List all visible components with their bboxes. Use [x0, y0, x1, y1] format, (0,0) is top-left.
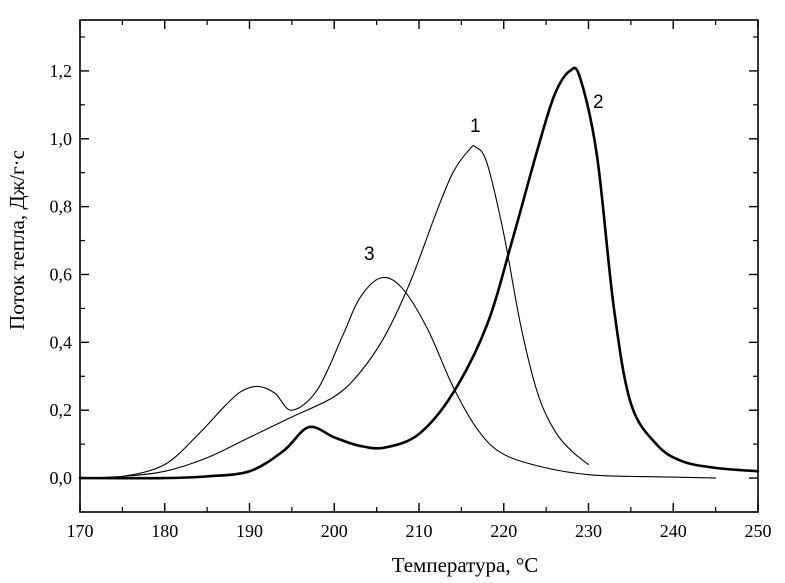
y-axis-title: Поток тепла, Дж/г·с: [5, 150, 29, 330]
y-tick-label: 1,0: [50, 129, 73, 149]
y-tick-label: 1,2: [50, 61, 73, 81]
series-line-2: [78, 66, 760, 480]
x-tick-label: 200: [321, 521, 348, 541]
curve-label-2: 2: [593, 92, 604, 113]
plot-frame: [79, 19, 759, 513]
x-tick-label: 230: [575, 521, 602, 541]
y-tick-label: 0,4: [50, 332, 73, 352]
curve-label-1: 1: [470, 116, 481, 137]
x-tick-label: 250: [745, 521, 772, 541]
series-line-3: [79, 276, 717, 479]
x-axis-title: Температура, °C: [392, 553, 539, 577]
curve-label-3: 3: [364, 244, 375, 265]
y-axis-ticks: 0,0 0,2 0,4 0,6 0,8 1,0 1,2: [50, 36, 758, 513]
x-tick-label: 170: [67, 521, 94, 541]
y-tick-label: 0,0: [50, 468, 73, 488]
curve-labels: 1 2 3: [364, 92, 604, 265]
x-axis-ticks: 170 180 190 200 210 220 230 240 250: [67, 20, 772, 541]
x-tick-label: 190: [236, 521, 263, 541]
y-tick-label: 0,8: [50, 197, 73, 217]
x-tick-label: 220: [490, 521, 517, 541]
y-tick-label: 0,2: [50, 400, 73, 420]
x-tick-label: 240: [660, 521, 687, 541]
x-tick-label: 210: [406, 521, 433, 541]
series-layer: [78, 66, 760, 480]
series-line-1: [79, 145, 590, 479]
y-tick-label: 0,6: [50, 264, 73, 284]
x-tick-label: 180: [151, 521, 178, 541]
